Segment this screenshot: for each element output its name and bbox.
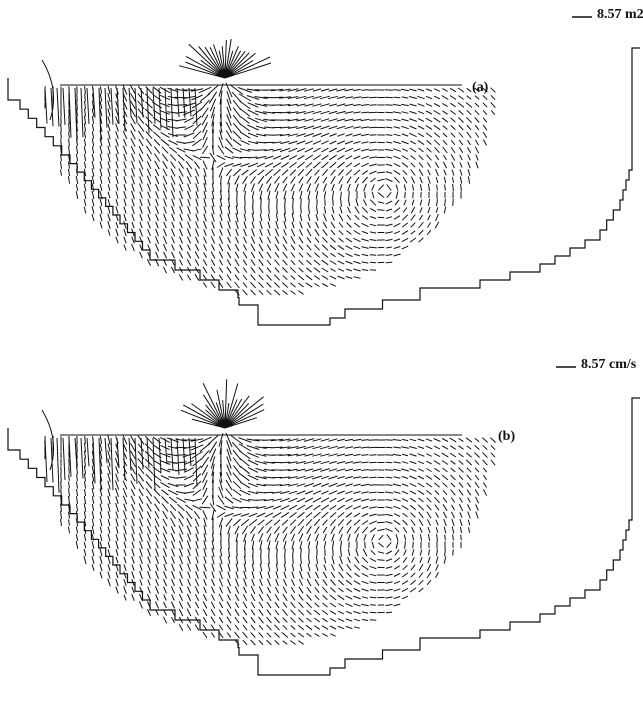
basin-boundary [8, 48, 640, 325]
page: 8.57 m2/s (a) 8.57 cm/s (b) (() => { con… [0, 0, 643, 701]
vector-field [42, 379, 496, 645]
scale-label: 8.57 cm/s [581, 357, 637, 372]
vector-field [42, 39, 495, 295]
panel-b: 8.57 cm/s (b) [8, 357, 640, 675]
basin-boundary [8, 398, 640, 675]
panel-label: (a) [472, 80, 489, 95]
panel-label: (b) [498, 429, 515, 444]
panel-a: 8.57 m2/s (a) [8, 7, 643, 325]
figure: 8.57 m2/s (a) 8.57 cm/s (b) [0, 0, 643, 701]
scale-label: 8.57 m2/s [597, 7, 643, 22]
